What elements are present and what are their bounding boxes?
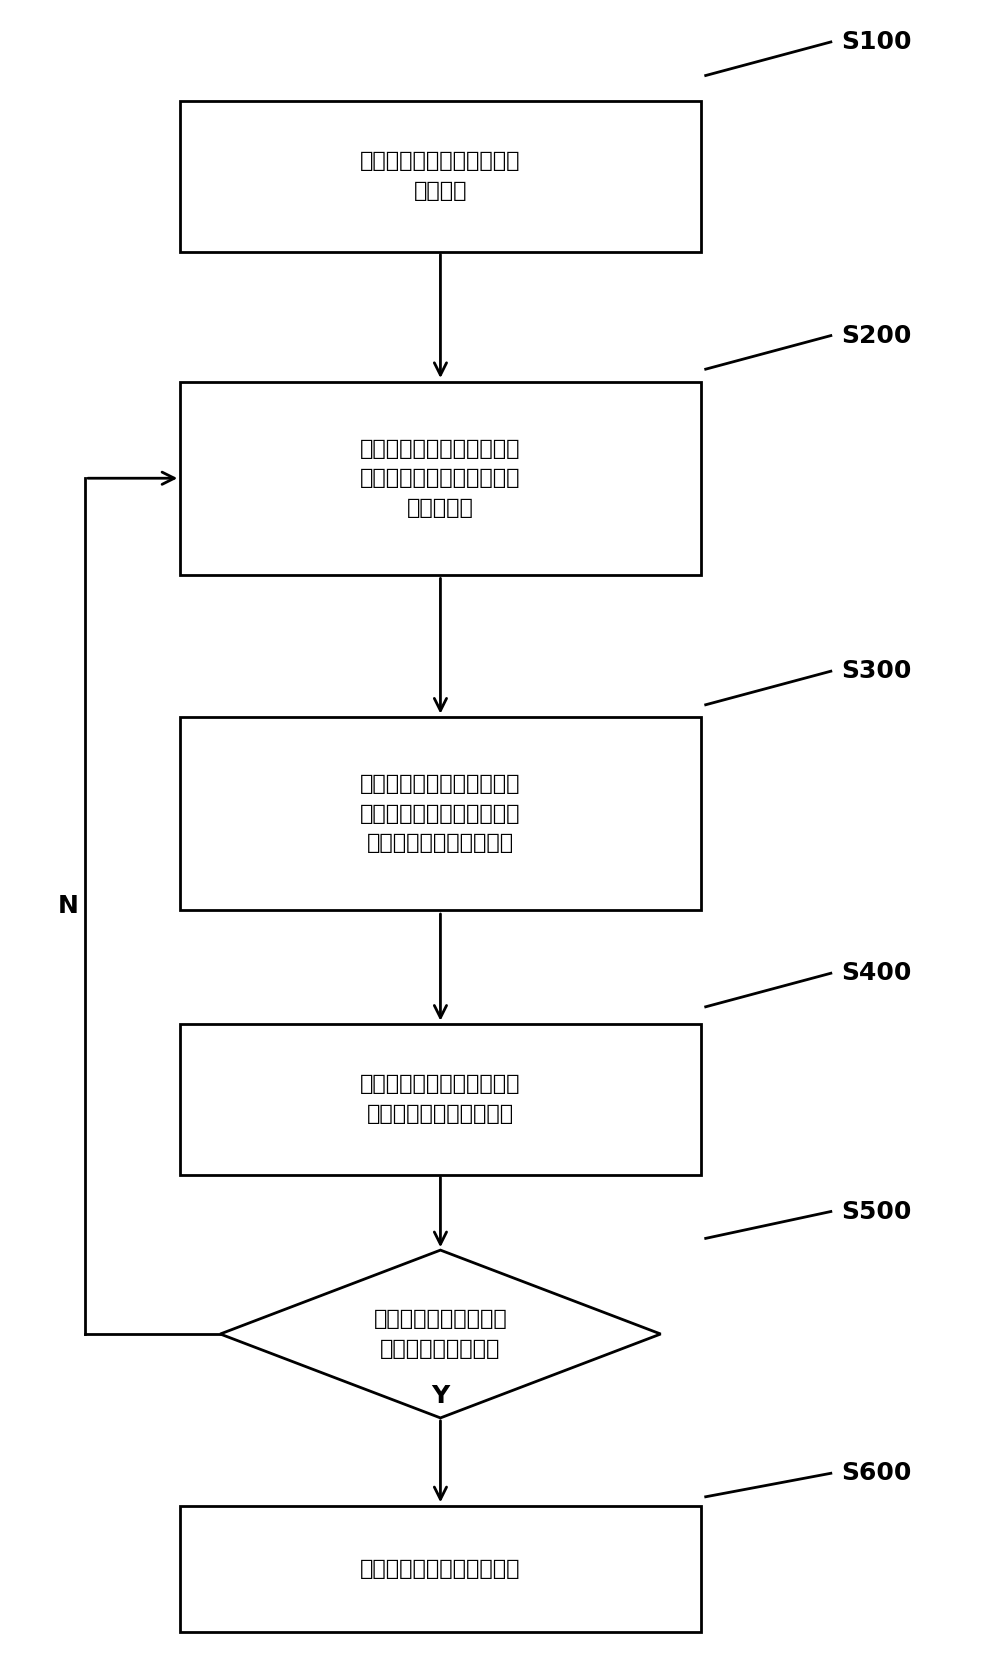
Text: 确定步骤，确定出待重新标
定的相机: 确定步骤，确定出待重新标 定的相机 [360,151,521,201]
Text: N: N [58,894,78,918]
Text: S300: S300 [841,659,911,683]
FancyBboxPatch shape [180,1024,701,1175]
FancyBboxPatch shape [180,383,701,576]
Text: Y: Y [431,1384,449,1408]
Polygon shape [220,1250,661,1418]
FancyBboxPatch shape [180,718,701,909]
Text: 处理步骤，确定第一投影点
集和第一采集点集中点与点
的匹配关系: 处理步骤，确定第一投影点 集和第一采集点集中点与点 的匹配关系 [360,438,521,519]
Text: S400: S400 [841,961,911,985]
Text: 迭代步骤，新标定参数
小于预设第一阈值？: 迭代步骤，新标定参数 小于预设第一阈值？ [373,1309,508,1359]
Text: S500: S500 [841,1200,911,1223]
Text: S200: S200 [841,324,911,347]
Text: 结束本次相机自动标定过程: 结束本次相机自动标定过程 [360,1559,521,1579]
Text: 计算步骤，计算投影点与采
集点间的距离差，得待重新
标定的相机的新标定参数: 计算步骤，计算投影点与采 集点间的距离差，得待重新 标定的相机的新标定参数 [360,774,521,854]
Text: S100: S100 [841,30,911,54]
FancyBboxPatch shape [180,101,701,252]
Text: 更新步骤，对待重新标定的
相机的标定参数进行更新: 更新步骤，对待重新标定的 相机的标定参数进行更新 [360,1074,521,1124]
Text: S600: S600 [841,1462,911,1485]
FancyBboxPatch shape [180,1507,701,1631]
